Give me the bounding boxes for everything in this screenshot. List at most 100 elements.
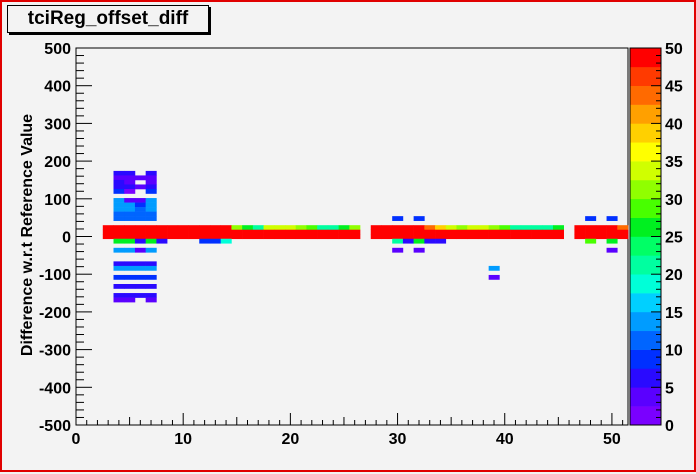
heatmap-cell: [209, 238, 221, 244]
heatmap-cell: [167, 234, 179, 240]
axes: 0 10 20 30 40 50 -500 -400 -300 -200 -100 0 100 200 30…: [39, 41, 628, 448]
heatmap-cell: [552, 234, 564, 240]
heatmap-cell: [124, 211, 136, 217]
heatmap-cell: [113, 293, 125, 298]
heatmap-cell: [595, 234, 607, 240]
heatmap-cell: [531, 225, 543, 231]
heatmap-cell: [392, 247, 404, 253]
heatmap-cell: [102, 229, 114, 235]
heatmap-cell: [531, 229, 543, 235]
colorbar-segment: [630, 66, 661, 86]
heatmap-cell: [134, 184, 146, 190]
heatmap-cell: [124, 297, 136, 303]
heatmap-cell: [156, 238, 168, 244]
heatmap-cell: [542, 225, 554, 231]
heatmap-cell: [134, 234, 146, 240]
colorbar-segment: [630, 330, 661, 350]
heatmap-cell: [413, 229, 425, 235]
heatmap-cell: [617, 225, 629, 231]
heatmap-cell: [242, 229, 254, 235]
colorbar-segment: [630, 293, 661, 313]
heatmap-cell: [306, 234, 318, 240]
heatmap-cell: [392, 216, 404, 221]
heatmap-cell: [381, 229, 393, 235]
heatmap-cell: [124, 179, 136, 185]
heatmap-cell: [606, 247, 618, 253]
heatmap-cell: [177, 225, 189, 231]
heatmap-cell: [145, 170, 157, 176]
heatmap-cell: [585, 229, 597, 235]
heatmap-cell: [381, 234, 393, 240]
heatmap-cell: [199, 229, 211, 235]
heatmap-cell: [488, 274, 500, 280]
heatmap-cell: [145, 202, 157, 208]
heatmap-cell: [370, 229, 382, 235]
heatmap-cell: [188, 225, 200, 231]
heatmap-cell: [274, 234, 286, 240]
heatmap-cell: [156, 229, 168, 235]
colorbar-segment: [630, 311, 661, 332]
heatmap-cell: [552, 229, 564, 235]
colorbar-segment: [630, 104, 661, 124]
heatmap-cell: [134, 216, 146, 221]
heatmap-cell: [263, 229, 275, 235]
heatmap-cell: [295, 234, 307, 240]
y-tick-label: -100: [39, 267, 71, 284]
colorbar-segment: [630, 123, 661, 143]
colorbar-segment: [630, 368, 661, 388]
heatmap-cell: [134, 207, 146, 212]
heatmap-cell: [124, 284, 136, 289]
chart-title: tciReg_offset_diff: [7, 5, 209, 33]
heatmap-cell: [252, 225, 264, 231]
heatmap-cell: [113, 284, 125, 289]
heatmap-cell: [113, 198, 125, 203]
heatmap-cell: [392, 229, 404, 235]
heatmap-cell: [124, 175, 136, 181]
heatmap-cell: [220, 234, 232, 240]
colorbar: 0 5 10 15 20 25 30 35 40 45 50: [629, 41, 683, 435]
heatmap-cell: [145, 238, 157, 244]
heatmap-cell: [435, 225, 447, 231]
colorbar-tick-label: 50: [665, 41, 683, 58]
heatmap-cell: [413, 247, 425, 253]
heatmap-cell: [477, 225, 489, 231]
heatmap-cell: [295, 229, 307, 235]
heatmap-cell: [467, 234, 479, 240]
heatmap-cell: [274, 225, 286, 231]
heatmap-cell: [392, 225, 404, 231]
heatmap-cell: [113, 184, 125, 190]
heatmap-cell: [145, 189, 157, 194]
heatmap-cell: [113, 261, 125, 267]
heatmap-cell: [435, 238, 447, 244]
colorbar-segment: [630, 48, 661, 68]
heatmap-cell: [402, 225, 414, 231]
heatmap-cell: [488, 225, 500, 231]
heatmap-cell: [145, 179, 157, 185]
heatmap-cell: [285, 225, 297, 231]
heatmap-cell: [574, 229, 586, 235]
heatmap-cell: [467, 225, 479, 231]
heatmap-cell: [499, 229, 511, 235]
heatmap-cell: [424, 225, 436, 231]
heatmap-cell: [145, 297, 157, 303]
heatmap-cell: [445, 229, 457, 235]
heatmap-cell: [595, 229, 607, 235]
x-tick-label: 40: [496, 431, 514, 448]
heatmap-cell: [220, 229, 232, 235]
heatmap-cell: [145, 293, 157, 298]
heatmap-cell: [102, 234, 114, 240]
heatmap-cell: [134, 274, 146, 280]
heatmap-cell: [306, 225, 318, 231]
heatmap-cell: [617, 234, 629, 240]
heatmap-cell: [113, 175, 125, 181]
heatmap-cell: [413, 238, 425, 244]
colorbar-segment: [630, 349, 661, 369]
heatmap-cell: [252, 234, 264, 240]
heatmap-cell: [167, 229, 179, 235]
heatmap-cell: [542, 234, 554, 240]
heatmap-cell: [124, 261, 136, 267]
colorbar-tick-label: 10: [665, 343, 683, 360]
heatmap-cell: [145, 211, 157, 217]
colorbar-tick-label: 35: [665, 154, 683, 171]
